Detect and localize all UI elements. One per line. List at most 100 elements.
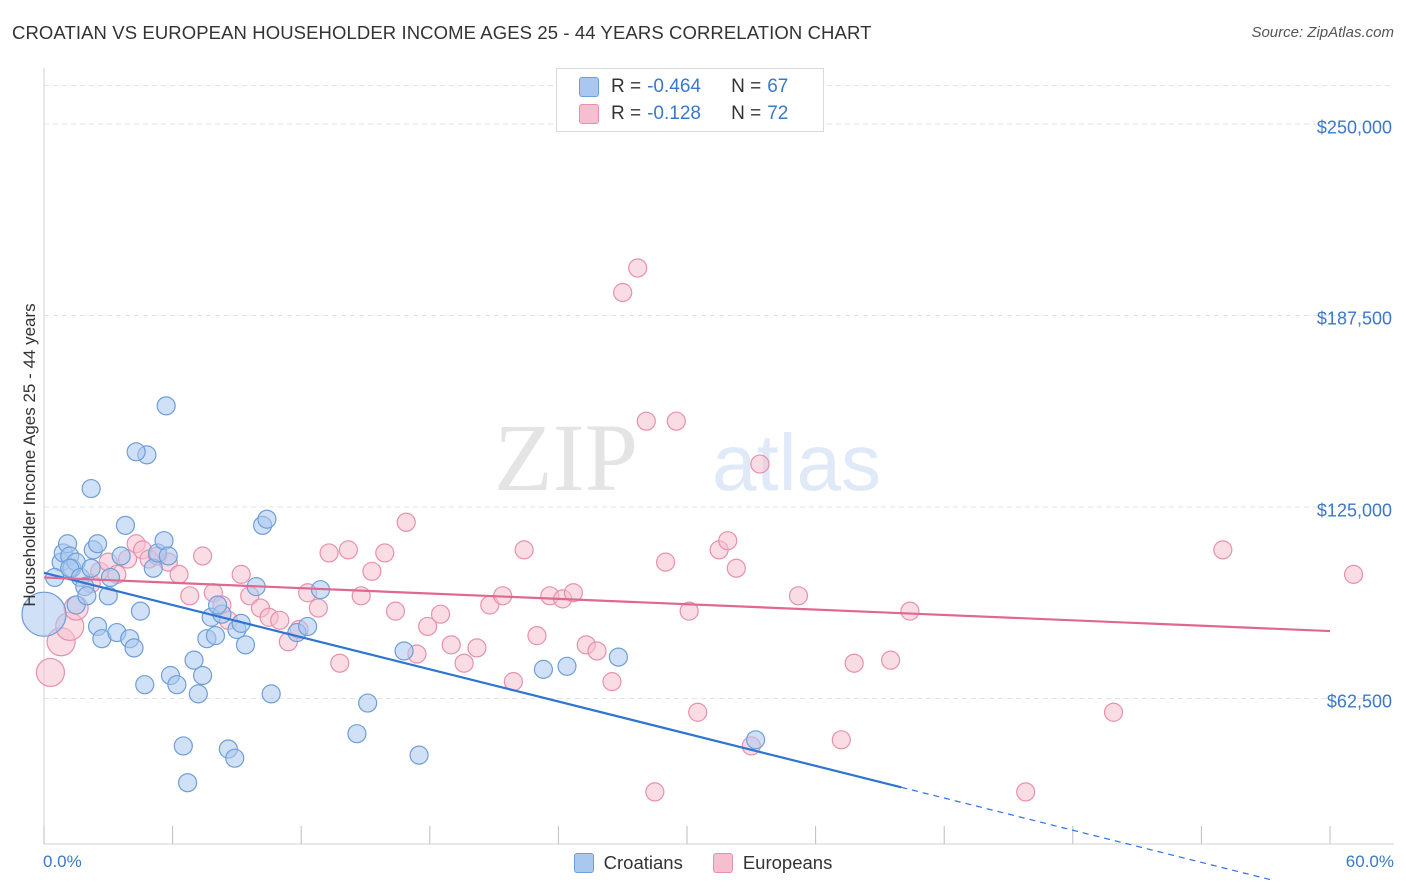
europeans-point xyxy=(231,564,251,584)
legend-item-croatians: Croatians xyxy=(573,852,683,874)
croatians-point xyxy=(87,534,108,554)
europeans-legend-swatch xyxy=(712,853,733,873)
europeans-point xyxy=(1016,782,1036,802)
europeans-point xyxy=(613,282,633,303)
europeans-point xyxy=(1343,564,1364,584)
croatians-point xyxy=(409,745,429,765)
y-tick-label: $125,000 xyxy=(1316,500,1392,521)
europeans-point xyxy=(1103,702,1124,722)
croatians-point xyxy=(184,650,204,670)
croatians-point xyxy=(235,635,256,655)
europeans-point xyxy=(514,540,534,560)
croatians-point xyxy=(608,647,629,667)
europeans-point xyxy=(319,543,339,563)
europeans-point xyxy=(338,540,358,560)
europeans-point xyxy=(844,653,864,673)
croatians-point xyxy=(126,442,146,462)
croatians-r-value: -0.464 xyxy=(647,76,701,97)
y-axis-label: Householder Income Ages 25 - 44 years xyxy=(20,303,39,607)
trend-lines xyxy=(43,571,1331,881)
n-label: N = xyxy=(731,76,762,97)
y-tick-label: $250,000 xyxy=(1316,117,1392,138)
europeans-point xyxy=(900,601,920,621)
europeans-trend-line xyxy=(43,576,1331,633)
croatians-point xyxy=(98,586,118,606)
croatians-point xyxy=(257,509,277,529)
x-tick-min: 0.0% xyxy=(43,852,82,871)
croatians-point xyxy=(81,558,101,578)
croatians-point xyxy=(188,684,208,704)
croatians-point xyxy=(115,515,136,535)
europeans-point xyxy=(270,610,290,630)
croatians-point xyxy=(533,659,553,679)
croatians-trend-extension xyxy=(901,786,1273,881)
croatians-point xyxy=(347,724,367,744)
europeans-point xyxy=(688,702,708,722)
europeans-point xyxy=(655,552,676,572)
croatians-point xyxy=(81,478,101,499)
europeans-point xyxy=(666,411,686,431)
legend-row-croatians: R = -0.464 N = 67 xyxy=(579,76,788,98)
legend-row-europeans: R = -0.128 N = 72 xyxy=(579,103,788,125)
croatians-point xyxy=(745,730,766,750)
europeans-point xyxy=(385,601,406,621)
europeans-point xyxy=(563,583,584,603)
europeans-point xyxy=(308,598,328,618)
europeans-r-value: -0.128 xyxy=(647,103,701,124)
croatians-points xyxy=(21,396,766,793)
croatians-point xyxy=(557,656,577,676)
croatians-point xyxy=(261,684,281,704)
europeans-point xyxy=(430,604,451,624)
europeans-point xyxy=(527,626,547,646)
croatians-point xyxy=(394,641,414,661)
croatians-legend-label: Croatians xyxy=(603,852,683,873)
croatians-point xyxy=(158,546,178,566)
europeans-legend-label: Europeans xyxy=(742,852,833,873)
europeans-point xyxy=(587,641,607,661)
europeans-point xyxy=(396,512,416,532)
croatians-point xyxy=(358,693,378,713)
r-label: R = xyxy=(611,76,642,97)
europeans-point xyxy=(1213,540,1233,560)
legend-item-europeans: Europeans xyxy=(712,852,833,874)
europeans-n-value: 72 xyxy=(767,103,789,124)
series-legend: Croatians Europeans xyxy=(0,852,1406,874)
europeans-point xyxy=(418,616,438,637)
croatians-point xyxy=(21,591,67,637)
source-note: Source: ZipAtlas.com xyxy=(1251,24,1394,41)
europeans-point xyxy=(375,543,395,563)
croatians-point xyxy=(130,601,151,621)
croatians-swatch xyxy=(579,77,599,97)
correlation-legend: R = -0.464 N = 67 R = -0.128 N = 72 xyxy=(556,68,824,132)
europeans-point xyxy=(831,730,851,750)
croatians-point xyxy=(225,748,245,768)
europeans-point xyxy=(362,561,382,581)
europeans-point xyxy=(645,782,665,802)
europeans-point xyxy=(788,586,809,606)
watermark-atlas: atlas xyxy=(712,418,881,507)
europeans-point xyxy=(750,454,770,474)
y-tick-label: $62,500 xyxy=(1326,691,1392,712)
y-tick-label: $187,500 xyxy=(1316,308,1392,329)
croatians-point xyxy=(208,595,228,615)
croatians-point xyxy=(193,665,213,686)
croatians-n-value: 67 xyxy=(767,76,789,97)
europeans-point xyxy=(441,635,461,655)
croatians-legend-swatch xyxy=(573,853,594,873)
europeans-point xyxy=(35,657,66,688)
croatians-point xyxy=(205,626,226,646)
europeans-point xyxy=(628,258,648,278)
croatians-point xyxy=(178,773,198,793)
europeans-swatch xyxy=(579,104,599,124)
watermark-zip: ZIP xyxy=(494,404,638,511)
croatians-point xyxy=(111,546,131,566)
europeans-point xyxy=(636,411,656,431)
europeans-point xyxy=(679,601,699,621)
europeans-point xyxy=(467,638,487,658)
europeans-point xyxy=(602,672,622,692)
croatians-point xyxy=(173,736,193,756)
europeans-point xyxy=(180,586,200,606)
n-label: N = xyxy=(731,103,762,124)
europeans-point xyxy=(169,564,189,584)
